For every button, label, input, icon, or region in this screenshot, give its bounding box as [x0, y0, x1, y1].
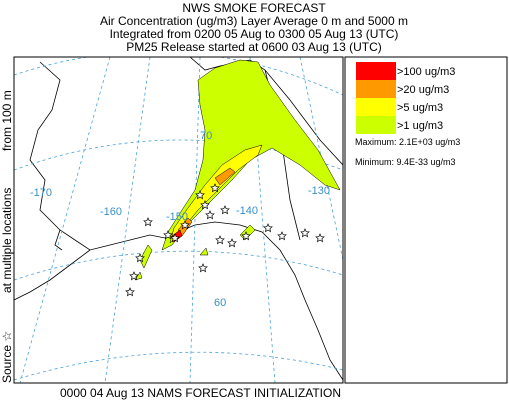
source-label: Source ☆: [0, 331, 14, 383]
legend-swatch: [356, 80, 396, 98]
locations-label: at multiple locations: [0, 188, 14, 293]
map-frame: [13, 56, 344, 384]
legend-label: >20 ug/m3: [397, 84, 449, 96]
minimum: Minimum: 9.4E-33 ug/m3: [355, 157, 456, 167]
title: NWS SMOKE FORECAST: [182, 1, 326, 15]
legend-swatch: [356, 116, 396, 134]
grid-label: -160: [100, 206, 122, 218]
subtitle: Integrated from 0200 05 Aug to 0300 05 A…: [110, 27, 399, 41]
grid-label: -140: [236, 205, 258, 217]
legend-swatch: [356, 98, 396, 116]
grid-label: -150: [166, 211, 188, 223]
legend: >100 ug/m3 >20 ug/m3 >5 ug/m3 >1 ug/m3: [356, 62, 455, 134]
grid-label: 60: [214, 297, 226, 309]
subtitle: Air Concentration (ug/m3) Layer Average …: [100, 14, 408, 28]
grid-label: -130: [308, 185, 330, 197]
footer: 0000 04 Aug 13 NAMS FORECAST INITIALIZAT…: [60, 386, 341, 400]
side-label: Source ☆ at multiple locations from 100 …: [0, 90, 14, 383]
legend-label: >5 ug/m3: [397, 102, 443, 114]
subtitle: PM25 Release started at 0600 03 Aug 13 (…: [126, 40, 381, 54]
maximum: Maximum: 2.1E+03 ug/m3: [355, 137, 460, 147]
grid-label: 70: [200, 130, 212, 142]
height-label: from 100 m: [0, 90, 14, 151]
legend-swatch: [356, 62, 396, 80]
legend-label: >1 ug/m3: [397, 120, 443, 132]
map: -170 -160 -150 -140 -130 70 60: [14, 57, 343, 383]
legend-label: >100 ug/m3: [397, 66, 455, 78]
grid-label: -170: [30, 187, 52, 199]
